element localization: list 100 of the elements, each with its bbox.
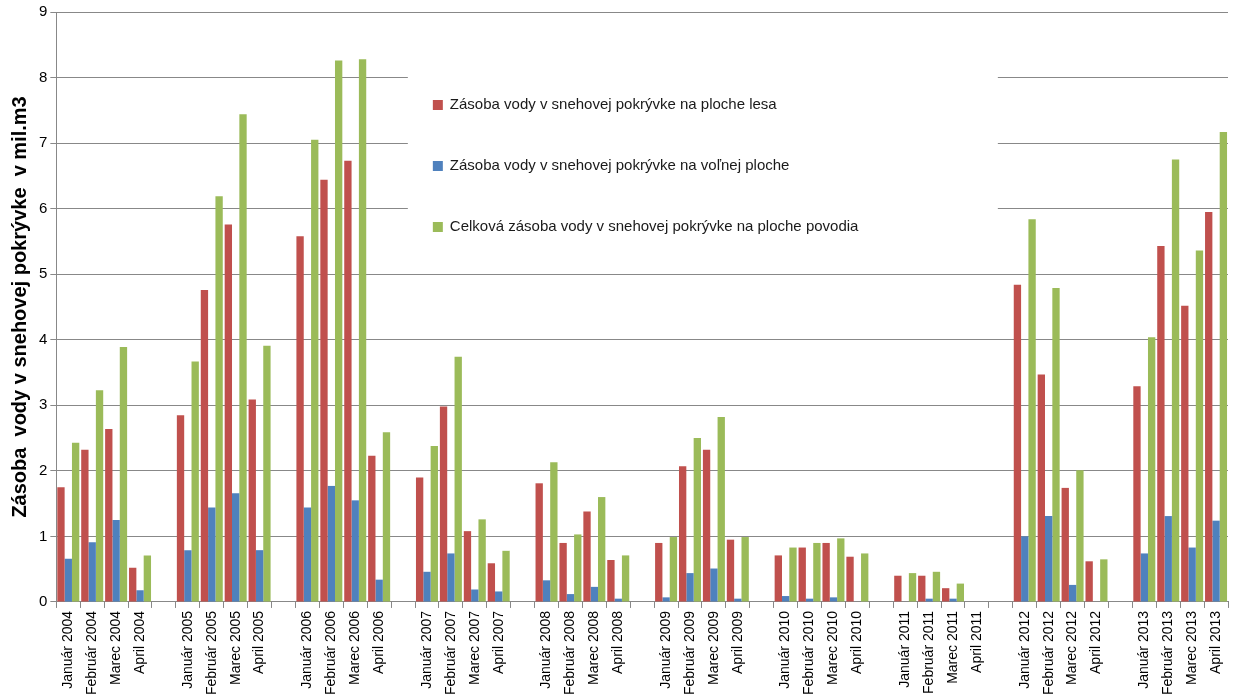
bar (303, 507, 312, 602)
x-tick-label: Marec 2007 (465, 610, 482, 685)
y-tick-label: 6 (39, 198, 48, 216)
bar (669, 537, 678, 602)
y-tick-label: 3 (39, 395, 48, 413)
x-tick-label: Február 2006 (322, 610, 339, 696)
bar (741, 537, 749, 602)
bar (129, 567, 137, 602)
bar (655, 542, 663, 602)
bar (502, 550, 510, 602)
bar (693, 438, 701, 602)
bar (191, 361, 199, 602)
bar (136, 590, 144, 602)
bar (822, 542, 830, 602)
bar (550, 462, 558, 602)
bar (200, 289, 209, 602)
x-tick-label: Január 2013 (1135, 610, 1152, 689)
bar (535, 483, 543, 602)
x-tick-label: Január 2010 (776, 610, 793, 689)
bar (1061, 487, 1069, 602)
bar (1076, 470, 1084, 602)
bar (1171, 159, 1180, 602)
bar (621, 555, 630, 602)
x-tick-label: Február 2005 (202, 610, 219, 696)
bar (143, 555, 152, 602)
bar (358, 59, 367, 602)
x-tick-label: Február 2013 (1159, 610, 1176, 696)
x-tick-label: Marec 2005 (226, 610, 243, 685)
x-tick-label: Január 2005 (178, 610, 195, 689)
x-tick-label: Február 2008 (561, 610, 578, 696)
x-tick-label: April 2011 (967, 610, 984, 673)
bar (1157, 246, 1165, 602)
bar (1068, 584, 1077, 602)
bar (702, 449, 711, 602)
bar (382, 432, 391, 602)
bar (1085, 561, 1093, 602)
y-tick-label: 5 (39, 264, 48, 282)
x-tick-label: Január 2008 (537, 610, 554, 689)
bar (1021, 536, 1029, 602)
bar (439, 406, 448, 602)
bar (837, 538, 845, 602)
bar (311, 139, 319, 602)
bar (487, 563, 496, 602)
x-tick-label: Marec 2009 (704, 610, 721, 685)
bar (64, 558, 72, 602)
bar (583, 511, 591, 602)
bar (224, 224, 233, 602)
bar (57, 487, 65, 602)
x-tick-label: Marec 2010 (824, 610, 841, 685)
bar (662, 597, 670, 602)
bar (296, 236, 304, 602)
bar (1205, 211, 1213, 602)
bar (726, 539, 735, 602)
x-tick-label: April 2004 (130, 610, 147, 674)
bar (829, 597, 838, 602)
bar (320, 179, 328, 602)
bar (607, 559, 615, 602)
bar (105, 428, 113, 602)
bar (1140, 553, 1148, 602)
bar (112, 520, 120, 602)
y-tick-label: 8 (39, 67, 48, 85)
bar (559, 542, 567, 602)
bar (566, 594, 575, 602)
x-tick-label: Marec 2013 (1182, 610, 1199, 685)
legend-label: Celková zásoba vody v snehovej pokrývke na ploche povodia (449, 217, 860, 235)
bar (239, 114, 247, 602)
bar (215, 196, 223, 602)
bar (327, 485, 335, 602)
bar (542, 580, 551, 602)
bar (717, 417, 725, 602)
legend-label: Zásoba vody v snehovej pokrývke na voľnej ploche (449, 156, 790, 174)
bar (1188, 547, 1196, 602)
x-tick-label: Február 2009 (680, 610, 697, 696)
x-tick-label: Február 2004 (83, 610, 100, 696)
bar (415, 477, 424, 602)
bar (789, 547, 797, 602)
x-tick-label: April 2010 (848, 610, 865, 674)
y-tick-label: 7 (39, 133, 48, 151)
bar (574, 534, 582, 602)
bar (813, 542, 821, 602)
bar (1052, 287, 1060, 602)
x-tick-label: Február 2007 (441, 610, 458, 696)
y-tick-label: 1 (39, 526, 48, 544)
bar (478, 519, 486, 602)
bar (430, 445, 438, 602)
bar (495, 591, 503, 602)
bar (95, 390, 104, 602)
bar (447, 553, 455, 602)
bar (334, 60, 343, 602)
x-tick-label: Január 2009 (656, 610, 673, 689)
bar (932, 571, 941, 602)
y-tick-label: 4 (39, 329, 48, 347)
y-axis-title: Zásoba vody v snehovej pokrývke v mil.m3 (7, 96, 30, 518)
bar (248, 399, 256, 602)
bar (798, 547, 806, 602)
bar (894, 575, 902, 602)
x-tick-label: April 2012 (1087, 610, 1104, 674)
x-tick-label: Január 2012 (1015, 610, 1032, 689)
bar (471, 589, 479, 602)
x-tick-label: Marec 2004 (106, 610, 123, 685)
